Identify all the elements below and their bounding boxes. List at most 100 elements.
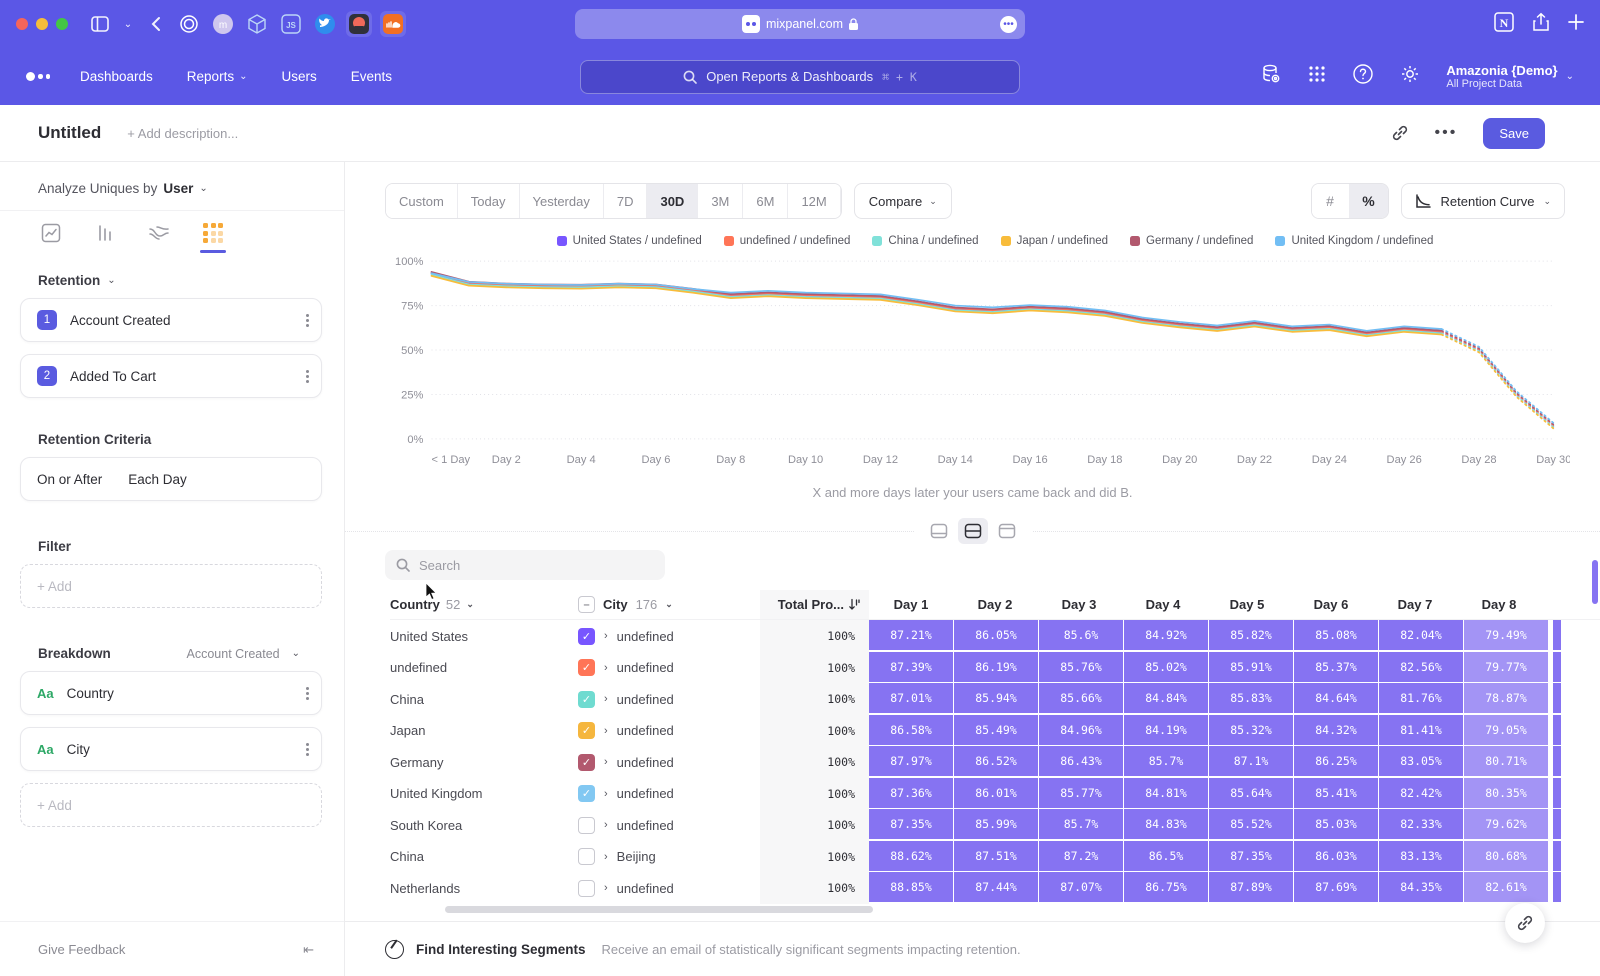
row-checkbox[interactable]	[578, 848, 595, 865]
breakdown-options-icon[interactable]	[306, 743, 309, 756]
breakdown-property-card[interactable]: Aa City	[20, 727, 322, 771]
retention-step-card[interactable]: 1 Account Created	[20, 298, 322, 342]
url-bar[interactable]: mixpanel.com •••	[575, 9, 1025, 39]
compare-button[interactable]: Compare ⌄	[854, 183, 952, 219]
legend-item[interactable]: United States / undefined	[557, 235, 702, 247]
apps-grid-icon[interactable]	[1307, 64, 1327, 89]
report-title[interactable]: Untitled	[38, 123, 101, 143]
save-button[interactable]: Save	[1483, 118, 1545, 149]
date-range-option[interactable]: Today	[458, 184, 520, 218]
expand-row-icon[interactable]: ›	[604, 630, 608, 642]
row-checkbox[interactable]	[578, 754, 595, 771]
date-range-option[interactable]: 30D	[647, 184, 698, 218]
breakdown-options-icon[interactable]	[306, 687, 309, 700]
row-checkbox[interactable]	[578, 722, 595, 739]
retention-section-label[interactable]: Retention	[38, 273, 100, 288]
split-view-button[interactable]	[958, 518, 988, 544]
back-icon[interactable]	[142, 10, 170, 38]
day-column-header[interactable]: Day 7	[1373, 597, 1457, 612]
date-range-option[interactable]: 3M	[698, 184, 743, 218]
date-range-option[interactable]: Custom	[386, 184, 458, 218]
data-management-icon[interactable]	[1260, 63, 1282, 90]
retention-step-card[interactable]: 2 Added To Cart	[20, 354, 322, 398]
sidebar-toggle-icon[interactable]	[86, 10, 114, 38]
nav-item[interactable]: Events⌄	[351, 69, 392, 84]
legend-item[interactable]: China / undefined	[872, 235, 978, 247]
day-column-header[interactable]: Day 3	[1037, 597, 1121, 612]
row-checkbox[interactable]	[578, 691, 595, 708]
table-horizontal-scrollbar[interactable]	[445, 906, 873, 913]
row-checkbox[interactable]	[578, 817, 595, 834]
retention-criteria-card[interactable]: On or After Each Day	[20, 457, 322, 501]
table-search-input[interactable]	[419, 558, 639, 573]
row-checkbox[interactable]	[578, 880, 595, 897]
ext-soundcloud-icon[interactable]	[380, 11, 406, 37]
breakdown-scope-dropdown[interactable]: Account Created ⌄	[187, 647, 301, 661]
total-column-header[interactable]: Total Pro...	[760, 590, 869, 619]
ext-bird-icon[interactable]	[312, 11, 338, 37]
zoom-window-button[interactable]	[56, 18, 68, 30]
day-column-header[interactable]: Day 8	[1457, 597, 1541, 612]
expand-row-icon[interactable]: ›	[604, 882, 608, 894]
global-search-button[interactable]: Open Reports & Dashboards ⌘ + K	[580, 60, 1020, 94]
date-range-option[interactable]: 12M	[788, 184, 840, 218]
day-column-header[interactable]: Day 6	[1289, 597, 1373, 612]
ext-producthunt-icon[interactable]	[346, 11, 372, 37]
ext-avatar-icon[interactable]: m	[210, 11, 236, 37]
mixpanel-logo[interactable]	[26, 72, 50, 81]
expand-row-icon[interactable]: ›	[604, 756, 608, 768]
tab-retention[interactable]	[200, 223, 226, 255]
expand-row-icon[interactable]: ›	[604, 693, 608, 705]
date-range-option[interactable]: Yesterday	[520, 184, 604, 218]
notion-extension-icon[interactable]: N	[1494, 12, 1514, 37]
step-options-icon[interactable]	[306, 370, 309, 383]
select-all-checkbox[interactable]: –	[578, 596, 595, 613]
more-options-icon[interactable]: •••	[1435, 124, 1458, 142]
table-only-view-button[interactable]	[992, 518, 1022, 544]
minimize-window-button[interactable]	[36, 18, 48, 30]
vertical-scrollbar-thumb[interactable]	[1592, 560, 1598, 604]
legend-item[interactable]: undefined / undefined	[724, 235, 851, 247]
expand-row-icon[interactable]: ›	[604, 819, 608, 831]
chart-type-dropdown[interactable]: Retention Curve ⌄	[1401, 183, 1566, 219]
add-description[interactable]: + Add description...	[127, 126, 238, 141]
settings-gear-icon[interactable]	[1399, 63, 1421, 90]
step-options-icon[interactable]	[306, 314, 309, 327]
criteria-each-day[interactable]: Each Day	[128, 472, 187, 487]
day-column-header[interactable]: Day 5	[1205, 597, 1289, 612]
row-checkbox[interactable]	[578, 659, 595, 676]
legend-item[interactable]: Japan / undefined	[1001, 235, 1108, 247]
date-range-option[interactable]: 7D	[604, 184, 648, 218]
share-link-floating-button[interactable]	[1505, 903, 1545, 943]
nav-item[interactable]: Reports⌄	[187, 69, 248, 84]
percent-numbers-option[interactable]: %	[1350, 184, 1388, 218]
absolute-numbers-option[interactable]: #	[1312, 184, 1350, 218]
close-window-button[interactable]	[16, 18, 28, 30]
legend-item[interactable]: Germany / undefined	[1130, 235, 1253, 247]
url-more-icon[interactable]: •••	[1000, 16, 1017, 33]
expand-row-icon[interactable]: ›	[604, 851, 608, 863]
filter-add-button[interactable]: + Add	[20, 564, 322, 608]
ext-codesandbox-icon[interactable]	[244, 11, 270, 37]
account-switcher[interactable]: Amazonia {Demo} All Project Data ⌄	[1446, 63, 1574, 90]
analyze-uniques-value[interactable]: User	[163, 181, 193, 196]
row-checkbox[interactable]	[578, 628, 595, 645]
collapse-sidebar-icon[interactable]: ⇤	[303, 942, 314, 958]
day-column-header[interactable]: Day 4	[1121, 597, 1205, 612]
tab-funnels[interactable]	[92, 223, 118, 255]
country-column-header[interactable]: Country 52 ⌄	[390, 597, 578, 612]
share-icon[interactable]	[1532, 12, 1550, 37]
ext-onepassword-icon[interactable]	[176, 11, 202, 37]
day-column-header[interactable]: Day 2	[953, 597, 1037, 612]
breakdown-property-card[interactable]: Aa Country	[20, 671, 322, 715]
give-feedback-link[interactable]: Give Feedback	[38, 942, 125, 957]
criteria-on-or-after[interactable]: On or After	[37, 472, 102, 487]
new-tab-icon[interactable]	[1568, 14, 1584, 35]
city-column-header[interactable]: – City 176 ⌄	[578, 596, 760, 613]
ext-js-icon[interactable]: JS	[278, 11, 304, 37]
legend-item[interactable]: United Kingdom / undefined	[1275, 235, 1433, 247]
copy-link-icon[interactable]	[1391, 124, 1409, 142]
nav-item[interactable]: Users⌄	[281, 69, 316, 84]
tab-insights[interactable]	[38, 223, 64, 255]
expand-row-icon[interactable]: ›	[604, 662, 608, 674]
